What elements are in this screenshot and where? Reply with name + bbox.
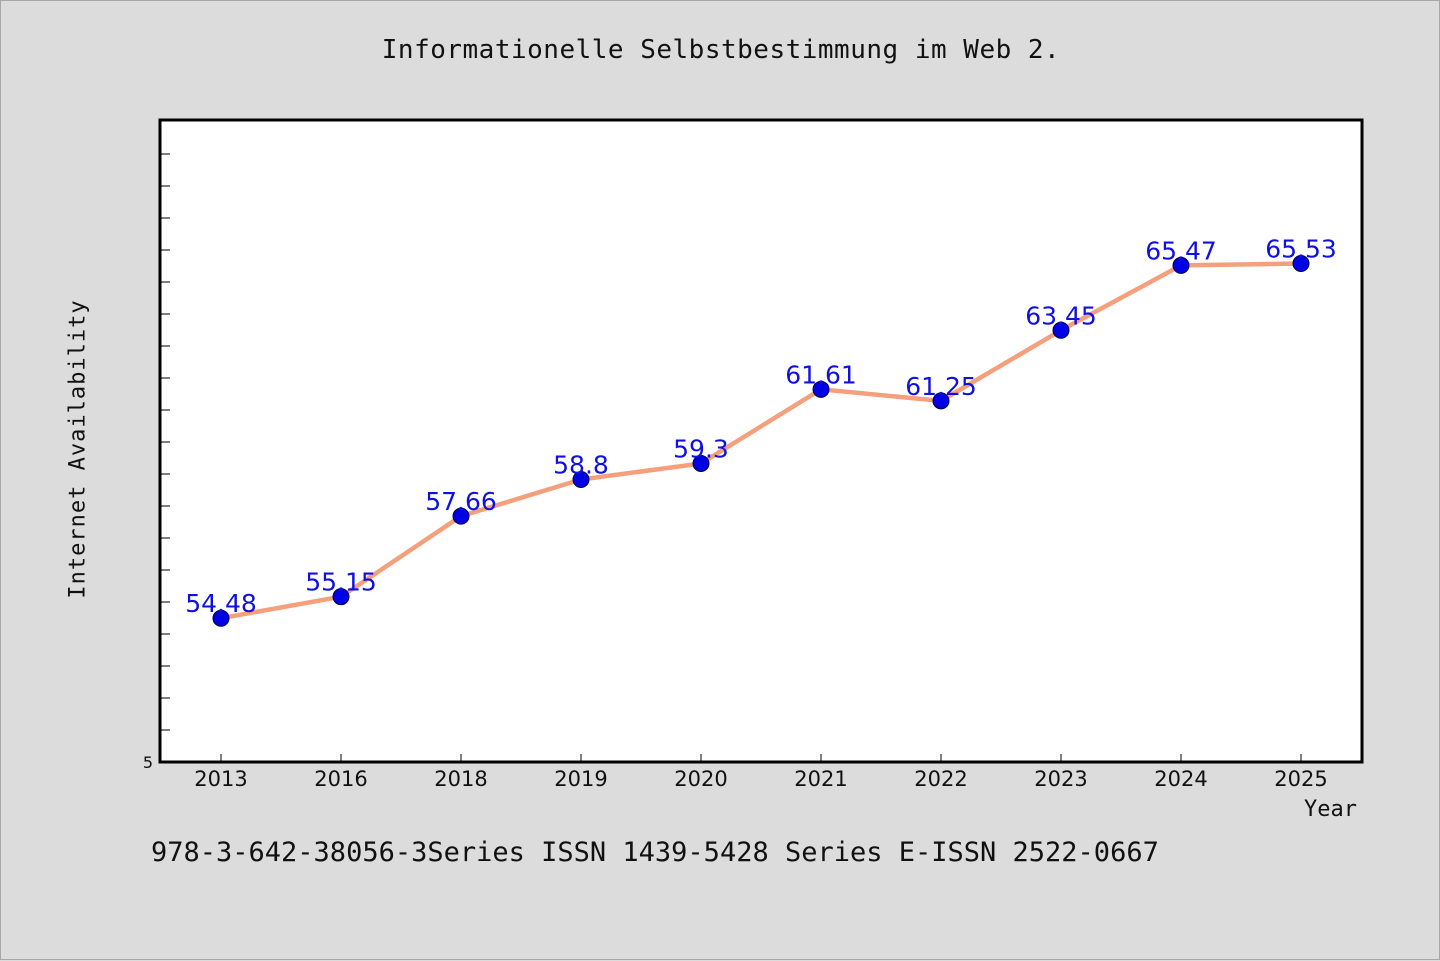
data-point	[692, 454, 710, 472]
series-line-group	[220, 261, 1302, 621]
data-labels: 54.48 55.15 57.66 58.8 59.3 61.61 61.25 63.45 65…	[185, 234, 1337, 618]
y-tick-label: 5	[143, 753, 153, 772]
x-tick-label: 2020	[674, 767, 727, 791]
data-markers	[212, 254, 1310, 627]
data-label: 55.15	[305, 568, 377, 597]
data-label: 58.8	[553, 451, 609, 480]
x-tick-label: 2021	[794, 767, 847, 791]
data-point	[1292, 254, 1310, 272]
data-label: 61.25	[905, 372, 977, 401]
x-tick-label: 2024	[1154, 767, 1207, 791]
plot-area	[158, 118, 1364, 764]
x-axis-label: Year	[1304, 797, 1357, 822]
x-axis-ticks: 2013 2016 2018 2019 2020 2021 2022 2023 2024 2025	[194, 754, 1328, 791]
data-label: 61.61	[785, 360, 857, 389]
data-label: 54.48	[185, 589, 257, 618]
data-label: 63.45	[1025, 301, 1097, 330]
data-point	[332, 588, 350, 606]
x-tick-label: 2022	[914, 767, 967, 791]
data-label: 65.47	[1145, 236, 1217, 265]
data-point	[1052, 321, 1070, 339]
x-tick-label: 2019	[554, 767, 607, 791]
data-point	[572, 471, 590, 489]
data-point	[1172, 256, 1190, 274]
data-label: 65.53	[1265, 234, 1337, 263]
y-axis-label: Internet Availability	[65, 299, 91, 599]
series-line	[220, 261, 1302, 621]
y-axis-ticks: 5	[143, 153, 170, 772]
x-tick-label: 2025	[1274, 767, 1327, 791]
data-point	[212, 609, 230, 627]
data-point	[932, 392, 950, 410]
footnote-isbn: 978-3-642-38056-3Series ISSN 1439-5428 S…	[151, 837, 1159, 868]
x-tick-label: 2013	[194, 767, 247, 791]
data-label: 59.3	[673, 434, 729, 463]
x-tick-label: 2016	[314, 767, 367, 791]
data-point	[812, 380, 830, 398]
data-label: 57.66	[425, 487, 497, 516]
chart-title: Informationelle Selbstbestimmung im Web …	[381, 35, 1061, 65]
data-point	[452, 507, 470, 525]
x-tick-label: 2023	[1034, 767, 1087, 791]
x-tick-label: 2018	[434, 767, 487, 791]
